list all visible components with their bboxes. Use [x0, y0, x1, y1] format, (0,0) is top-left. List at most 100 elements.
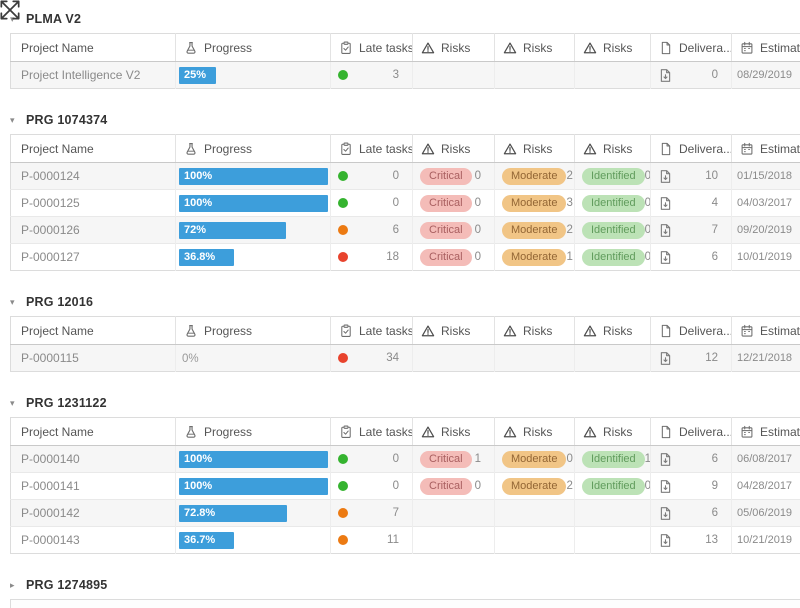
caret-right-icon[interactable]: ▸	[10, 578, 26, 592]
caret-down-icon[interactable]: ▾	[10, 295, 26, 309]
column-header-risk2[interactable]: Risks	[495, 34, 575, 62]
risk-count: 0	[475, 197, 481, 209]
column-header-late[interactable]: Late tasks	[331, 317, 413, 345]
group-header[interactable]: ▾ PRG 1074374	[10, 113, 800, 127]
column-header-name[interactable]: Project Name	[11, 34, 176, 62]
file-download-icon	[658, 68, 673, 83]
column-header-risk2[interactable]: Risks	[495, 317, 575, 345]
column-header-late[interactable]: Late tasks	[331, 34, 413, 62]
table-row[interactable]: Project Intelligence V2 25% 3 0 08/29/20…	[11, 62, 800, 89]
deliverables-cell: 6	[651, 500, 732, 527]
late-status-dot	[338, 198, 348, 208]
risk-badge-moderate: Moderate	[502, 249, 566, 266]
deliverables-count: 7	[712, 224, 718, 236]
column-header-risk3[interactable]: Risks	[575, 317, 651, 345]
deliverables-cell: 13	[651, 527, 732, 554]
column-header-label: Late tasks	[359, 324, 413, 338]
column-header-deliv[interactable]: Delivera...	[651, 135, 732, 163]
late-count: 0	[393, 453, 399, 465]
column-header-name[interactable]: Project Name	[11, 317, 176, 345]
risk-cell	[575, 62, 651, 89]
column-header-deliv[interactable]: Delivera...	[651, 418, 732, 446]
column-header-risk1[interactable]: Risks	[413, 418, 495, 446]
risk-count: 0	[475, 251, 481, 263]
group-title: PRG 1274895	[26, 578, 107, 592]
column-header-risk1[interactable]: Risks	[413, 34, 495, 62]
table-row[interactable]: P-0000115 0% 34 12 12/21/2018	[11, 345, 800, 372]
risk-count: 0	[475, 224, 481, 236]
column-header-risk1[interactable]: Risks	[413, 317, 495, 345]
column-header-est[interactable]: Estimated	[732, 34, 800, 62]
calendar-icon	[740, 142, 754, 156]
column-header-risk3[interactable]: Risks	[575, 418, 651, 446]
warning-icon	[503, 324, 517, 338]
column-header-name[interactable]: Project Name	[11, 418, 176, 446]
project-name: P-0000126	[21, 223, 80, 237]
risk-badge-moderate: Moderate	[502, 195, 566, 212]
risk-count: 1	[566, 251, 572, 263]
group-header[interactable]: ▾ PRG 12016	[10, 295, 800, 309]
late-tasks-cell: 6	[331, 217, 413, 244]
late-tasks-cell: 7	[331, 500, 413, 527]
column-header-label: Project Name	[21, 41, 94, 55]
project-name: P-0000142	[21, 506, 80, 520]
caret-down-icon[interactable]: ▾	[10, 396, 26, 410]
column-header-progress[interactable]: Progress	[176, 317, 331, 345]
column-header-name[interactable]: Project Name	[11, 135, 176, 163]
column-header-late[interactable]: Late tasks	[331, 418, 413, 446]
warning-icon	[583, 324, 597, 338]
progress-bar: 36.8%	[179, 249, 234, 266]
risk-count: 0	[645, 224, 651, 236]
caret-down-icon[interactable]: ▾	[10, 113, 26, 127]
group-header[interactable]: ▸ PRG 1274895	[10, 578, 800, 592]
column-header-risk2[interactable]: Risks	[495, 418, 575, 446]
column-header-est[interactable]: Estimated	[732, 135, 800, 163]
group-header[interactable]: ▾ PRG 1231122	[10, 396, 800, 410]
risk-cell	[575, 345, 651, 372]
column-header-progress[interactable]: Progress	[176, 135, 331, 163]
estimated-date: 05/06/2019	[737, 507, 792, 519]
column-header-est[interactable]: Estimated	[732, 418, 800, 446]
table-row[interactable]: P-0000142 72.8% 7 6 05/06/2019	[11, 500, 800, 527]
progress-cell: 100%	[176, 473, 331, 500]
column-header-risk1[interactable]: Risks	[413, 135, 495, 163]
estimated-date-cell: 12/21/2018	[732, 345, 800, 372]
deliverables-cell: 6	[651, 446, 732, 473]
table-row[interactable]: P-0000143 36.7% 11 13 10/21/2019	[11, 527, 800, 554]
clipboard-icon	[339, 142, 353, 156]
column-header-label: Risks	[603, 142, 632, 156]
group-header[interactable]: ▾ PLMA V2	[10, 12, 800, 26]
late-count: 18	[386, 251, 399, 263]
column-header-late[interactable]: Late tasks	[331, 135, 413, 163]
project-name-cell: P-0000115	[11, 345, 176, 372]
column-header-deliv[interactable]: Delivera...	[651, 34, 732, 62]
progress-cell: 72%	[176, 217, 331, 244]
column-header-deliv[interactable]: Delivera...	[651, 317, 732, 345]
late-tasks-cell: 34	[331, 345, 413, 372]
column-header-progress[interactable]: Progress	[176, 34, 331, 62]
move-icon[interactable]	[0, 0, 23, 23]
column-header-progress[interactable]: Progress	[176, 418, 331, 446]
estimated-date-cell: 10/21/2019	[732, 527, 800, 554]
column-header-risk3[interactable]: Risks	[575, 34, 651, 62]
file-download-icon	[658, 479, 673, 494]
warning-icon	[583, 425, 597, 439]
column-header-risk3[interactable]: Risks	[575, 135, 651, 163]
column-header-est[interactable]: Estimated	[732, 317, 800, 345]
risk-cell	[413, 527, 495, 554]
group-title: PRG 12016	[26, 295, 93, 309]
progress-cell: 36.8%	[176, 244, 331, 271]
column-header-risk2[interactable]: Risks	[495, 135, 575, 163]
